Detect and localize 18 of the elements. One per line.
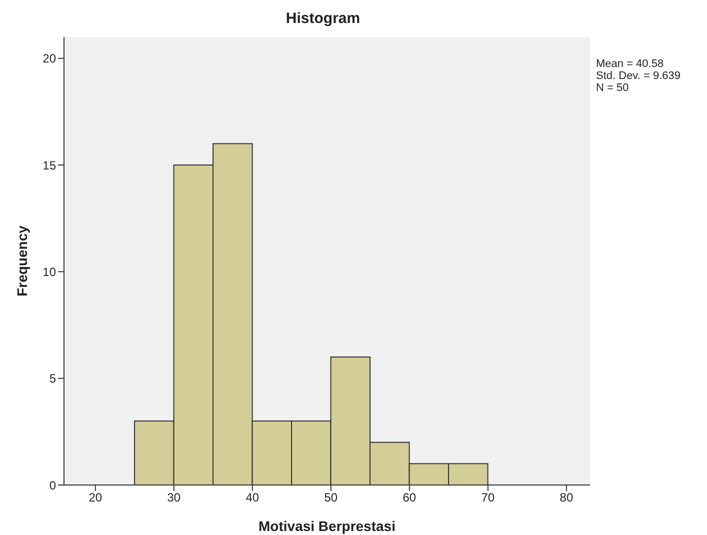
y-tick-label: 5 <box>49 372 56 386</box>
x-tick-label: 40 <box>246 490 260 505</box>
x-tick-label: 70 <box>481 490 495 505</box>
chart-title: Histogram <box>284 10 362 27</box>
x-tick-label: 60 <box>402 490 416 505</box>
x-tick-label: 50 <box>324 490 338 505</box>
text: Mean = 40.58 <box>596 58 665 70</box>
y-tick-label: 20 <box>42 52 56 66</box>
x-tick-label: 20 <box>88 490 102 505</box>
y-tick-label: 10 <box>42 264 56 279</box>
y-axis-title: Frequency <box>14 225 30 296</box>
x-tick-label: 80 <box>560 490 574 505</box>
y-tick-label: 15 <box>42 158 56 172</box>
x-axis-title: Motivasi Berprestasi <box>258 518 396 534</box>
y-tick-label: 0 <box>49 478 56 492</box>
text: N = 50 <box>596 82 630 94</box>
text: Std. Dev. = 9.639 <box>596 70 680 82</box>
x-tick-label: 30 <box>167 490 181 505</box>
